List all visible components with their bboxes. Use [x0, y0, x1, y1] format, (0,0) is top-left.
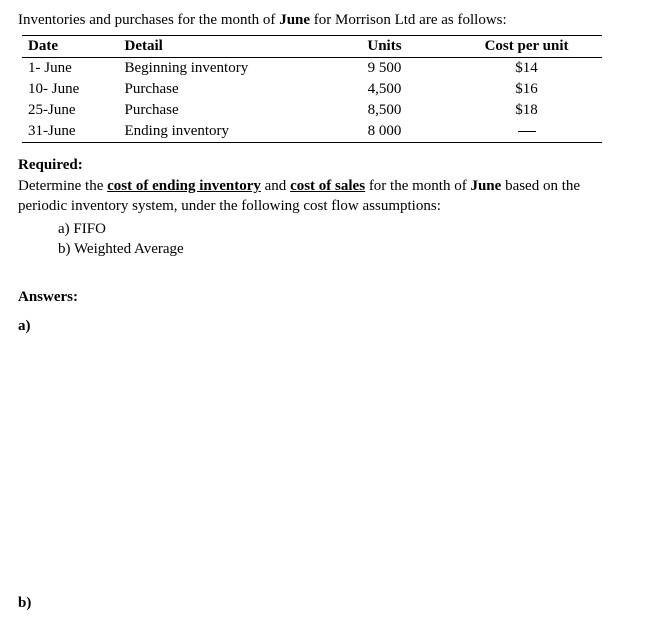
cell-date: 10- June: [22, 79, 118, 100]
req-p1: Determine the: [18, 178, 107, 194]
col-units: Units: [318, 36, 451, 58]
cell-date: 25-June: [22, 100, 118, 121]
cell-date: 1- June: [22, 58, 118, 80]
req-month: June: [470, 178, 501, 194]
cell-detail: Purchase: [118, 79, 317, 100]
cell-cost: $14: [451, 58, 602, 80]
table-row: 31-June Ending inventory 8 000: [22, 121, 602, 143]
cell-units: 8 000: [318, 121, 451, 143]
req-u1: cost of ending inventory: [107, 178, 261, 194]
required-heading: Required:: [18, 157, 627, 174]
table-row: 10- June Purchase 4,500 $16: [22, 79, 602, 100]
inventory-table: Date Detail Units Cost per unit 1- June …: [22, 35, 602, 143]
intro-month: June: [279, 12, 310, 28]
cell-units: 9 500: [318, 58, 451, 80]
cell-date: 31-June: [22, 121, 118, 143]
opt-a: a) FIFO: [58, 219, 627, 239]
cell-detail: Ending inventory: [118, 121, 317, 143]
cell-cost: $18: [451, 100, 602, 121]
answer-b: b): [18, 595, 627, 612]
dash-icon: [518, 131, 536, 132]
table-row: 25-June Purchase 8,500 $18: [22, 100, 602, 121]
opt-b: b) Weighted Average: [58, 239, 627, 259]
req-p2: and: [261, 178, 290, 194]
intro-text: Inventories and purchases for the month …: [18, 12, 627, 29]
cell-cost: [451, 121, 602, 143]
required-text: Determine the cost of ending inventory a…: [18, 176, 627, 217]
cell-detail: Purchase: [118, 100, 317, 121]
col-detail: Detail: [118, 36, 317, 58]
intro-suffix: for Morrison Ltd are as follows:: [310, 12, 507, 28]
col-date: Date: [22, 36, 118, 58]
table-header-row: Date Detail Units Cost per unit: [22, 36, 602, 58]
answer-a: a): [18, 318, 627, 335]
intro-prefix: Inventories and purchases for the month …: [18, 12, 279, 28]
cell-cost: $16: [451, 79, 602, 100]
cell-detail: Beginning inventory: [118, 58, 317, 80]
answers-heading: Answers:: [18, 289, 627, 306]
req-p3: for the month of: [365, 178, 470, 194]
cell-units: 8,500: [318, 100, 451, 121]
req-u2: cost of sales: [290, 178, 365, 194]
cell-units: 4,500: [318, 79, 451, 100]
col-cost: Cost per unit: [451, 36, 602, 58]
table-row: 1- June Beginning inventory 9 500 $14: [22, 58, 602, 80]
sublist: a) FIFO b) Weighted Average: [58, 219, 627, 260]
